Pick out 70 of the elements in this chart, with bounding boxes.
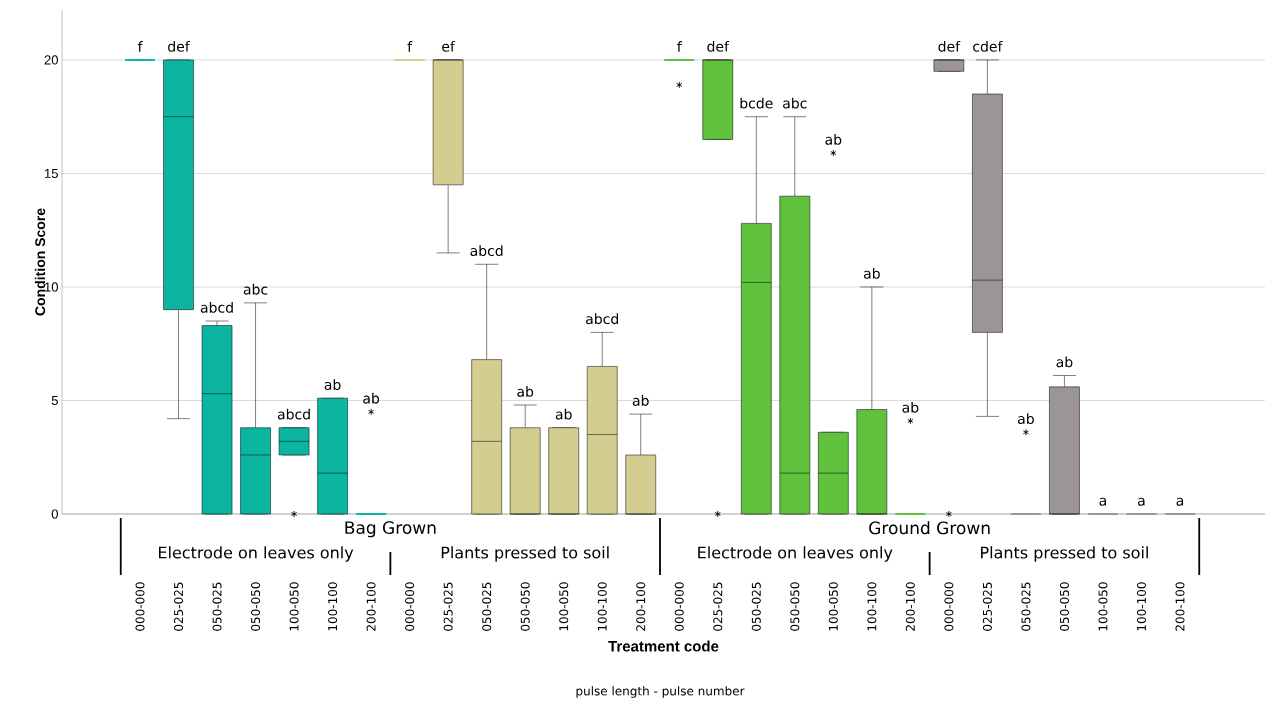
text: f xyxy=(677,41,682,52)
text: ab xyxy=(1056,356,1073,368)
text: Plants pressed to soil xyxy=(441,546,609,562)
text: abc xyxy=(243,283,268,295)
x-tick-label: 050-050 xyxy=(1059,582,1069,631)
text: ab xyxy=(902,401,919,413)
text: ab xyxy=(324,379,341,391)
x-tick-label: 100-100 xyxy=(597,582,607,631)
x-tick-label: 050-025 xyxy=(482,582,492,631)
x-axis-title: Treatment code xyxy=(608,640,719,652)
text: abcd xyxy=(200,301,233,313)
text: Bag Grown xyxy=(345,521,436,538)
text: abcd xyxy=(470,245,503,257)
y-tick-label: 10 xyxy=(45,282,58,292)
text: cdef xyxy=(973,40,1003,52)
text: bcde xyxy=(740,97,773,109)
text: abcd xyxy=(277,408,310,420)
x-tick-label: 000-000 xyxy=(944,582,954,631)
text: def xyxy=(707,40,730,52)
y-tick-label: 20 xyxy=(44,55,58,65)
x-tick-label: 100-050 xyxy=(289,582,299,631)
text: f xyxy=(407,41,413,52)
x-tick-label: 025-025 xyxy=(982,582,992,631)
text: Ground Grown xyxy=(869,521,990,535)
text: a xyxy=(1099,497,1106,506)
text: f xyxy=(137,41,143,52)
text: Electrode on leaves only xyxy=(158,546,354,562)
text: abc xyxy=(783,97,807,109)
x-tick-label: 050-025 xyxy=(751,582,761,631)
x-tick-label: 100-100 xyxy=(867,582,877,631)
text: ab xyxy=(555,408,572,420)
x-tick-label: 000-000 xyxy=(674,582,684,631)
x-tick-label: 200-100 xyxy=(1175,582,1185,631)
text: ab xyxy=(825,133,842,145)
x-tick-label: 050-050 xyxy=(790,582,800,631)
x-tick-label: 050-050 xyxy=(520,582,530,631)
text: ef xyxy=(442,40,456,52)
text: ab xyxy=(363,392,380,404)
text: Electrode on leaves only xyxy=(698,546,893,562)
x-tick-label: 025-025 xyxy=(713,582,723,631)
text: def xyxy=(168,40,190,52)
x-tick-label: 100-100 xyxy=(1136,582,1147,631)
x-tick-label: 100-050 xyxy=(828,582,838,631)
x-tick-label: 200-100 xyxy=(366,582,376,631)
text: ab xyxy=(1018,413,1034,425)
text: Plants pressed to soil xyxy=(981,546,1148,562)
text: ab xyxy=(632,395,649,406)
text: ab xyxy=(517,385,534,397)
x-tick-label: 200-100 xyxy=(636,582,646,631)
x-tick-label: 200-100 xyxy=(905,582,915,631)
text: a xyxy=(1138,497,1145,506)
x-tick-label: 100-100 xyxy=(328,582,338,631)
text: abcd xyxy=(586,313,618,325)
text: ab xyxy=(863,267,880,279)
text: def xyxy=(938,40,961,52)
y-tick-label: 15 xyxy=(45,168,58,178)
x-tick-label: 100-050 xyxy=(559,582,569,631)
x-tick-label: 025-025 xyxy=(173,582,184,631)
x-tick-label: 050-050 xyxy=(251,582,261,631)
y-axis-title: Condition Score xyxy=(34,208,46,316)
text: pulse length - pulse number xyxy=(576,686,745,698)
y-tick-label: 5 xyxy=(51,395,58,406)
x-tick-label: 100-050 xyxy=(1098,582,1108,631)
x-tick-label: 025-025 xyxy=(443,582,453,631)
x-tick-label: 000-000 xyxy=(135,582,145,631)
y-tick-label: 0 xyxy=(51,509,58,519)
x-tick-label: 050-025 xyxy=(212,582,222,631)
text: a xyxy=(1176,497,1184,506)
x-tick-label: 050-025 xyxy=(1021,582,1031,631)
x-tick-label: 000-000 xyxy=(405,582,415,631)
